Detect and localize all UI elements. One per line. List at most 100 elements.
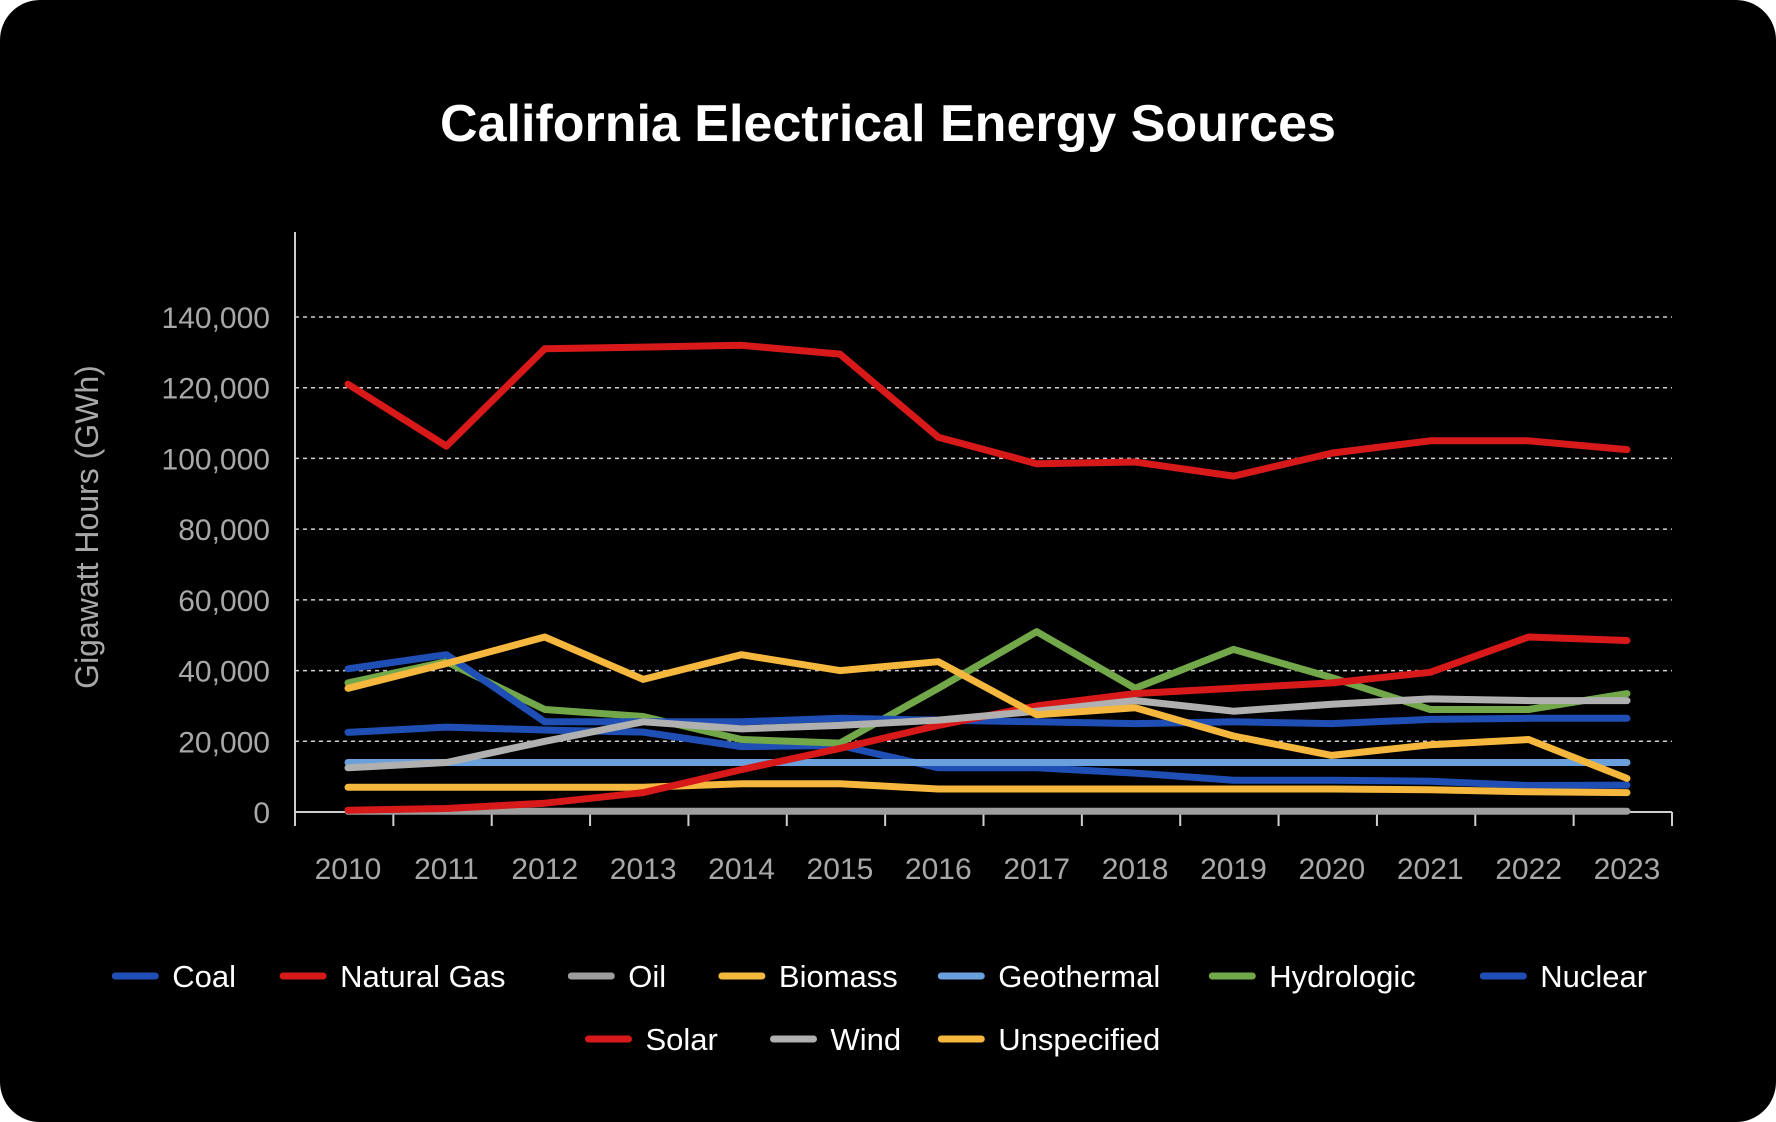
data-point-nuclear xyxy=(347,668,349,670)
data-point-natural-gas xyxy=(937,436,939,438)
data-point-unspecified xyxy=(1429,744,1431,746)
series-coal xyxy=(344,723,1631,789)
data-point-coal xyxy=(1331,779,1333,781)
data-point-coal xyxy=(1429,780,1431,782)
legend-item-coal: Coal xyxy=(111,959,236,994)
data-point-solar xyxy=(741,769,743,771)
data-point-solar xyxy=(1331,682,1333,684)
data-point-oil xyxy=(741,810,743,812)
data-point-biomass xyxy=(1036,788,1038,790)
series-line-wind xyxy=(344,695,1631,772)
data-point-geothermal xyxy=(741,762,743,763)
data-point-nuclear xyxy=(1036,721,1038,723)
y-axis-label: Gigawatt Hours (GWh) xyxy=(69,365,105,689)
data-point-wind xyxy=(1429,698,1431,700)
data-point-natural-gas xyxy=(1429,440,1431,442)
y-tick-label: 120,000 xyxy=(162,373,270,406)
data-point-unspecified xyxy=(937,661,939,663)
data-point-nuclear xyxy=(1331,723,1333,725)
series-biomass xyxy=(344,780,1631,797)
series-line-biomass xyxy=(344,780,1631,797)
data-point-natural-gas xyxy=(1331,452,1333,454)
data-point-hydrologic xyxy=(1331,677,1333,679)
data-point-nuclear xyxy=(1134,723,1136,725)
x-tick-label: 2023 xyxy=(1594,853,1661,886)
data-point-oil xyxy=(937,810,939,812)
data-point-natural-gas xyxy=(839,353,841,355)
legend-item-biomass: Biomass xyxy=(718,959,898,994)
data-point-coal xyxy=(741,746,743,748)
data-point-hydrologic xyxy=(1429,708,1431,710)
data-point-geothermal xyxy=(1528,762,1530,763)
data-point-oil xyxy=(544,810,546,812)
data-point-biomass xyxy=(445,786,447,788)
data-point-natural-gas xyxy=(642,346,644,348)
legend-label: Natural Gas xyxy=(340,959,505,994)
series-nuclear xyxy=(344,651,1631,728)
data-point-coal xyxy=(445,726,447,728)
series-line-natural-gas xyxy=(344,341,1631,480)
data-point-coal xyxy=(1134,772,1136,774)
data-point-coal xyxy=(1232,779,1234,781)
y-tick-label: 20,000 xyxy=(178,726,270,759)
data-point-hydrologic xyxy=(1134,687,1136,689)
data-point-biomass xyxy=(642,786,644,788)
data-point-wind xyxy=(1528,700,1530,702)
legend-item-geothermal: Geothermal xyxy=(937,959,1160,994)
legend-item-solar: Solar xyxy=(585,1022,718,1057)
x-tick-label: 2016 xyxy=(905,853,972,886)
data-point-biomass xyxy=(839,783,841,785)
data-point-geothermal xyxy=(1331,762,1333,763)
series-lines xyxy=(344,341,1631,815)
x-tick-label: 2019 xyxy=(1200,853,1267,886)
data-point-wind xyxy=(445,762,447,763)
data-point-solar xyxy=(839,747,841,749)
data-point-wind xyxy=(937,719,939,721)
data-point-wind xyxy=(642,721,644,723)
data-point-solar xyxy=(1036,705,1038,707)
x-tick-label: 2011 xyxy=(414,853,479,886)
y-tick-label: 140,000 xyxy=(162,302,270,335)
data-point-biomass xyxy=(1429,789,1431,791)
data-point-unspecified xyxy=(347,687,349,689)
data-point-unspecified xyxy=(544,636,546,638)
data-point-hydrologic xyxy=(642,716,644,718)
x-tick-label: 2021 xyxy=(1397,853,1464,886)
series-unspecified xyxy=(344,633,1631,782)
data-point-solar xyxy=(445,807,447,809)
data-point-nuclear xyxy=(839,717,841,719)
data-point-wind xyxy=(839,724,841,726)
data-point-wind xyxy=(1232,710,1234,712)
data-point-coal xyxy=(1036,767,1038,769)
data-point-hydrologic xyxy=(1036,631,1038,633)
data-point-nuclear xyxy=(741,721,743,723)
y-tick-label: 40,000 xyxy=(178,656,270,689)
x-tick-label: 2017 xyxy=(1003,853,1070,886)
legend-label: Coal xyxy=(172,959,236,994)
chart-title: California Electrical Energy Sources xyxy=(440,95,1336,153)
data-point-hydrologic xyxy=(741,739,743,741)
legend-label: Nuclear xyxy=(1540,959,1647,994)
x-tick-label: 2022 xyxy=(1495,853,1562,886)
legend-label: Wind xyxy=(831,1022,902,1057)
data-point-natural-gas xyxy=(445,445,447,447)
data-point-wind xyxy=(1626,700,1628,702)
data-point-oil xyxy=(642,810,644,812)
legend-item-nuclear: Nuclear xyxy=(1479,959,1647,994)
data-point-wind xyxy=(741,728,743,730)
data-point-unspecified xyxy=(445,663,447,664)
data-point-oil xyxy=(1626,810,1628,812)
data-point-oil xyxy=(1036,810,1038,812)
data-point-biomass xyxy=(1528,791,1530,793)
data-point-biomass xyxy=(1331,788,1333,790)
data-point-oil xyxy=(1528,810,1530,812)
data-point-oil xyxy=(1134,810,1136,812)
legend-label: Oil xyxy=(628,959,666,994)
data-point-coal xyxy=(1626,784,1628,786)
legend-item-unspecified: Unspecified xyxy=(937,1022,1160,1057)
x-tick-label: 2018 xyxy=(1102,853,1169,886)
data-point-unspecified xyxy=(839,670,841,672)
data-point-unspecified xyxy=(1036,714,1038,716)
x-tick-label: 2010 xyxy=(315,853,382,886)
